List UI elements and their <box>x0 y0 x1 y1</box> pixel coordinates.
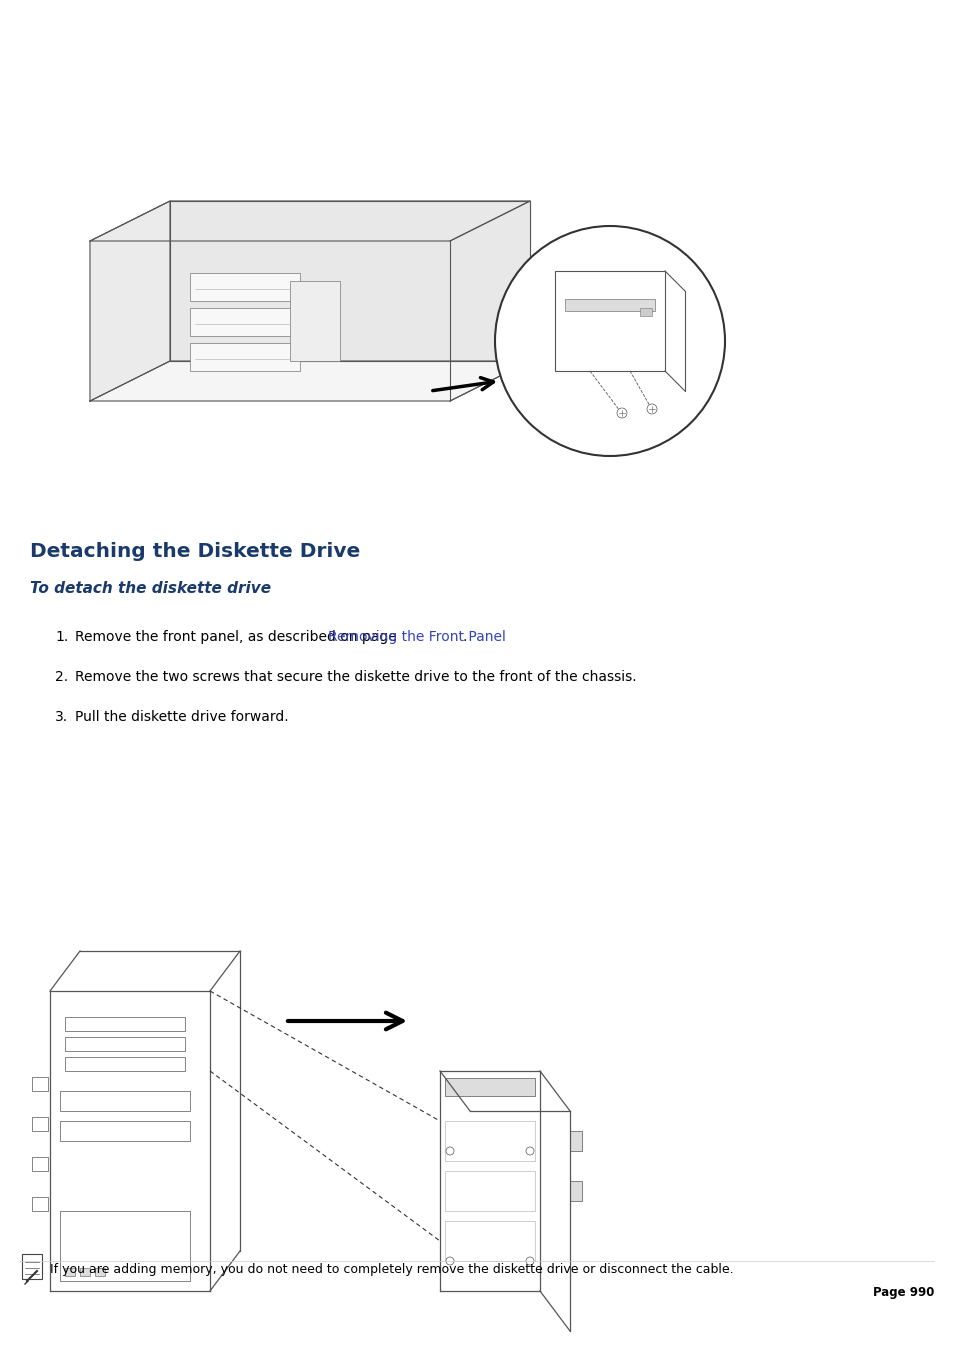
Text: 2.: 2. <box>55 670 68 684</box>
FancyBboxPatch shape <box>444 1121 535 1161</box>
Text: Page 990: Page 990 <box>872 1286 933 1300</box>
FancyBboxPatch shape <box>60 1121 190 1142</box>
FancyBboxPatch shape <box>190 273 299 301</box>
FancyBboxPatch shape <box>190 308 299 336</box>
Text: Removing the Front Panel: Removing the Front Panel <box>328 630 505 644</box>
FancyBboxPatch shape <box>290 281 339 361</box>
FancyBboxPatch shape <box>444 1171 535 1210</box>
FancyBboxPatch shape <box>444 1221 535 1260</box>
FancyBboxPatch shape <box>32 1156 48 1171</box>
Circle shape <box>495 226 724 457</box>
Polygon shape <box>90 361 530 401</box>
FancyBboxPatch shape <box>555 272 664 372</box>
Circle shape <box>525 1256 534 1265</box>
Text: .: . <box>462 630 467 644</box>
Circle shape <box>446 1256 454 1265</box>
Text: Pull the diskette drive forward.: Pull the diskette drive forward. <box>75 711 289 724</box>
Text: 3.: 3. <box>55 711 68 724</box>
FancyBboxPatch shape <box>60 1210 190 1281</box>
Text: 1.: 1. <box>55 630 69 644</box>
FancyBboxPatch shape <box>32 1077 48 1092</box>
Text: Remove the front panel, as described on page: Remove the front panel, as described on … <box>75 630 400 644</box>
FancyBboxPatch shape <box>639 308 651 316</box>
FancyBboxPatch shape <box>564 299 655 311</box>
FancyBboxPatch shape <box>569 1181 581 1201</box>
Circle shape <box>617 408 626 417</box>
FancyBboxPatch shape <box>22 1254 42 1279</box>
Text: To detach the diskette drive: To detach the diskette drive <box>30 581 271 596</box>
FancyBboxPatch shape <box>65 1056 185 1071</box>
Polygon shape <box>90 201 170 401</box>
Polygon shape <box>90 201 530 240</box>
FancyBboxPatch shape <box>32 1117 48 1131</box>
FancyBboxPatch shape <box>95 1269 105 1275</box>
FancyBboxPatch shape <box>569 1131 581 1151</box>
FancyBboxPatch shape <box>65 1017 185 1031</box>
Polygon shape <box>170 201 530 361</box>
FancyBboxPatch shape <box>32 1197 48 1210</box>
FancyBboxPatch shape <box>80 1269 90 1275</box>
Text: If you are adding memory, you do not need to completely remove the diskette driv: If you are adding memory, you do not nee… <box>50 1263 733 1275</box>
Text: Remove the two screws that secure the diskette drive to the front of the chassis: Remove the two screws that secure the di… <box>75 670 636 684</box>
FancyBboxPatch shape <box>444 1078 535 1096</box>
FancyBboxPatch shape <box>60 1092 190 1111</box>
FancyBboxPatch shape <box>190 343 299 372</box>
Text: Detaching the Diskette Drive: Detaching the Diskette Drive <box>30 542 360 561</box>
FancyBboxPatch shape <box>65 1269 75 1275</box>
Circle shape <box>525 1147 534 1155</box>
FancyBboxPatch shape <box>65 1038 185 1051</box>
Circle shape <box>446 1147 454 1155</box>
Circle shape <box>646 404 657 413</box>
